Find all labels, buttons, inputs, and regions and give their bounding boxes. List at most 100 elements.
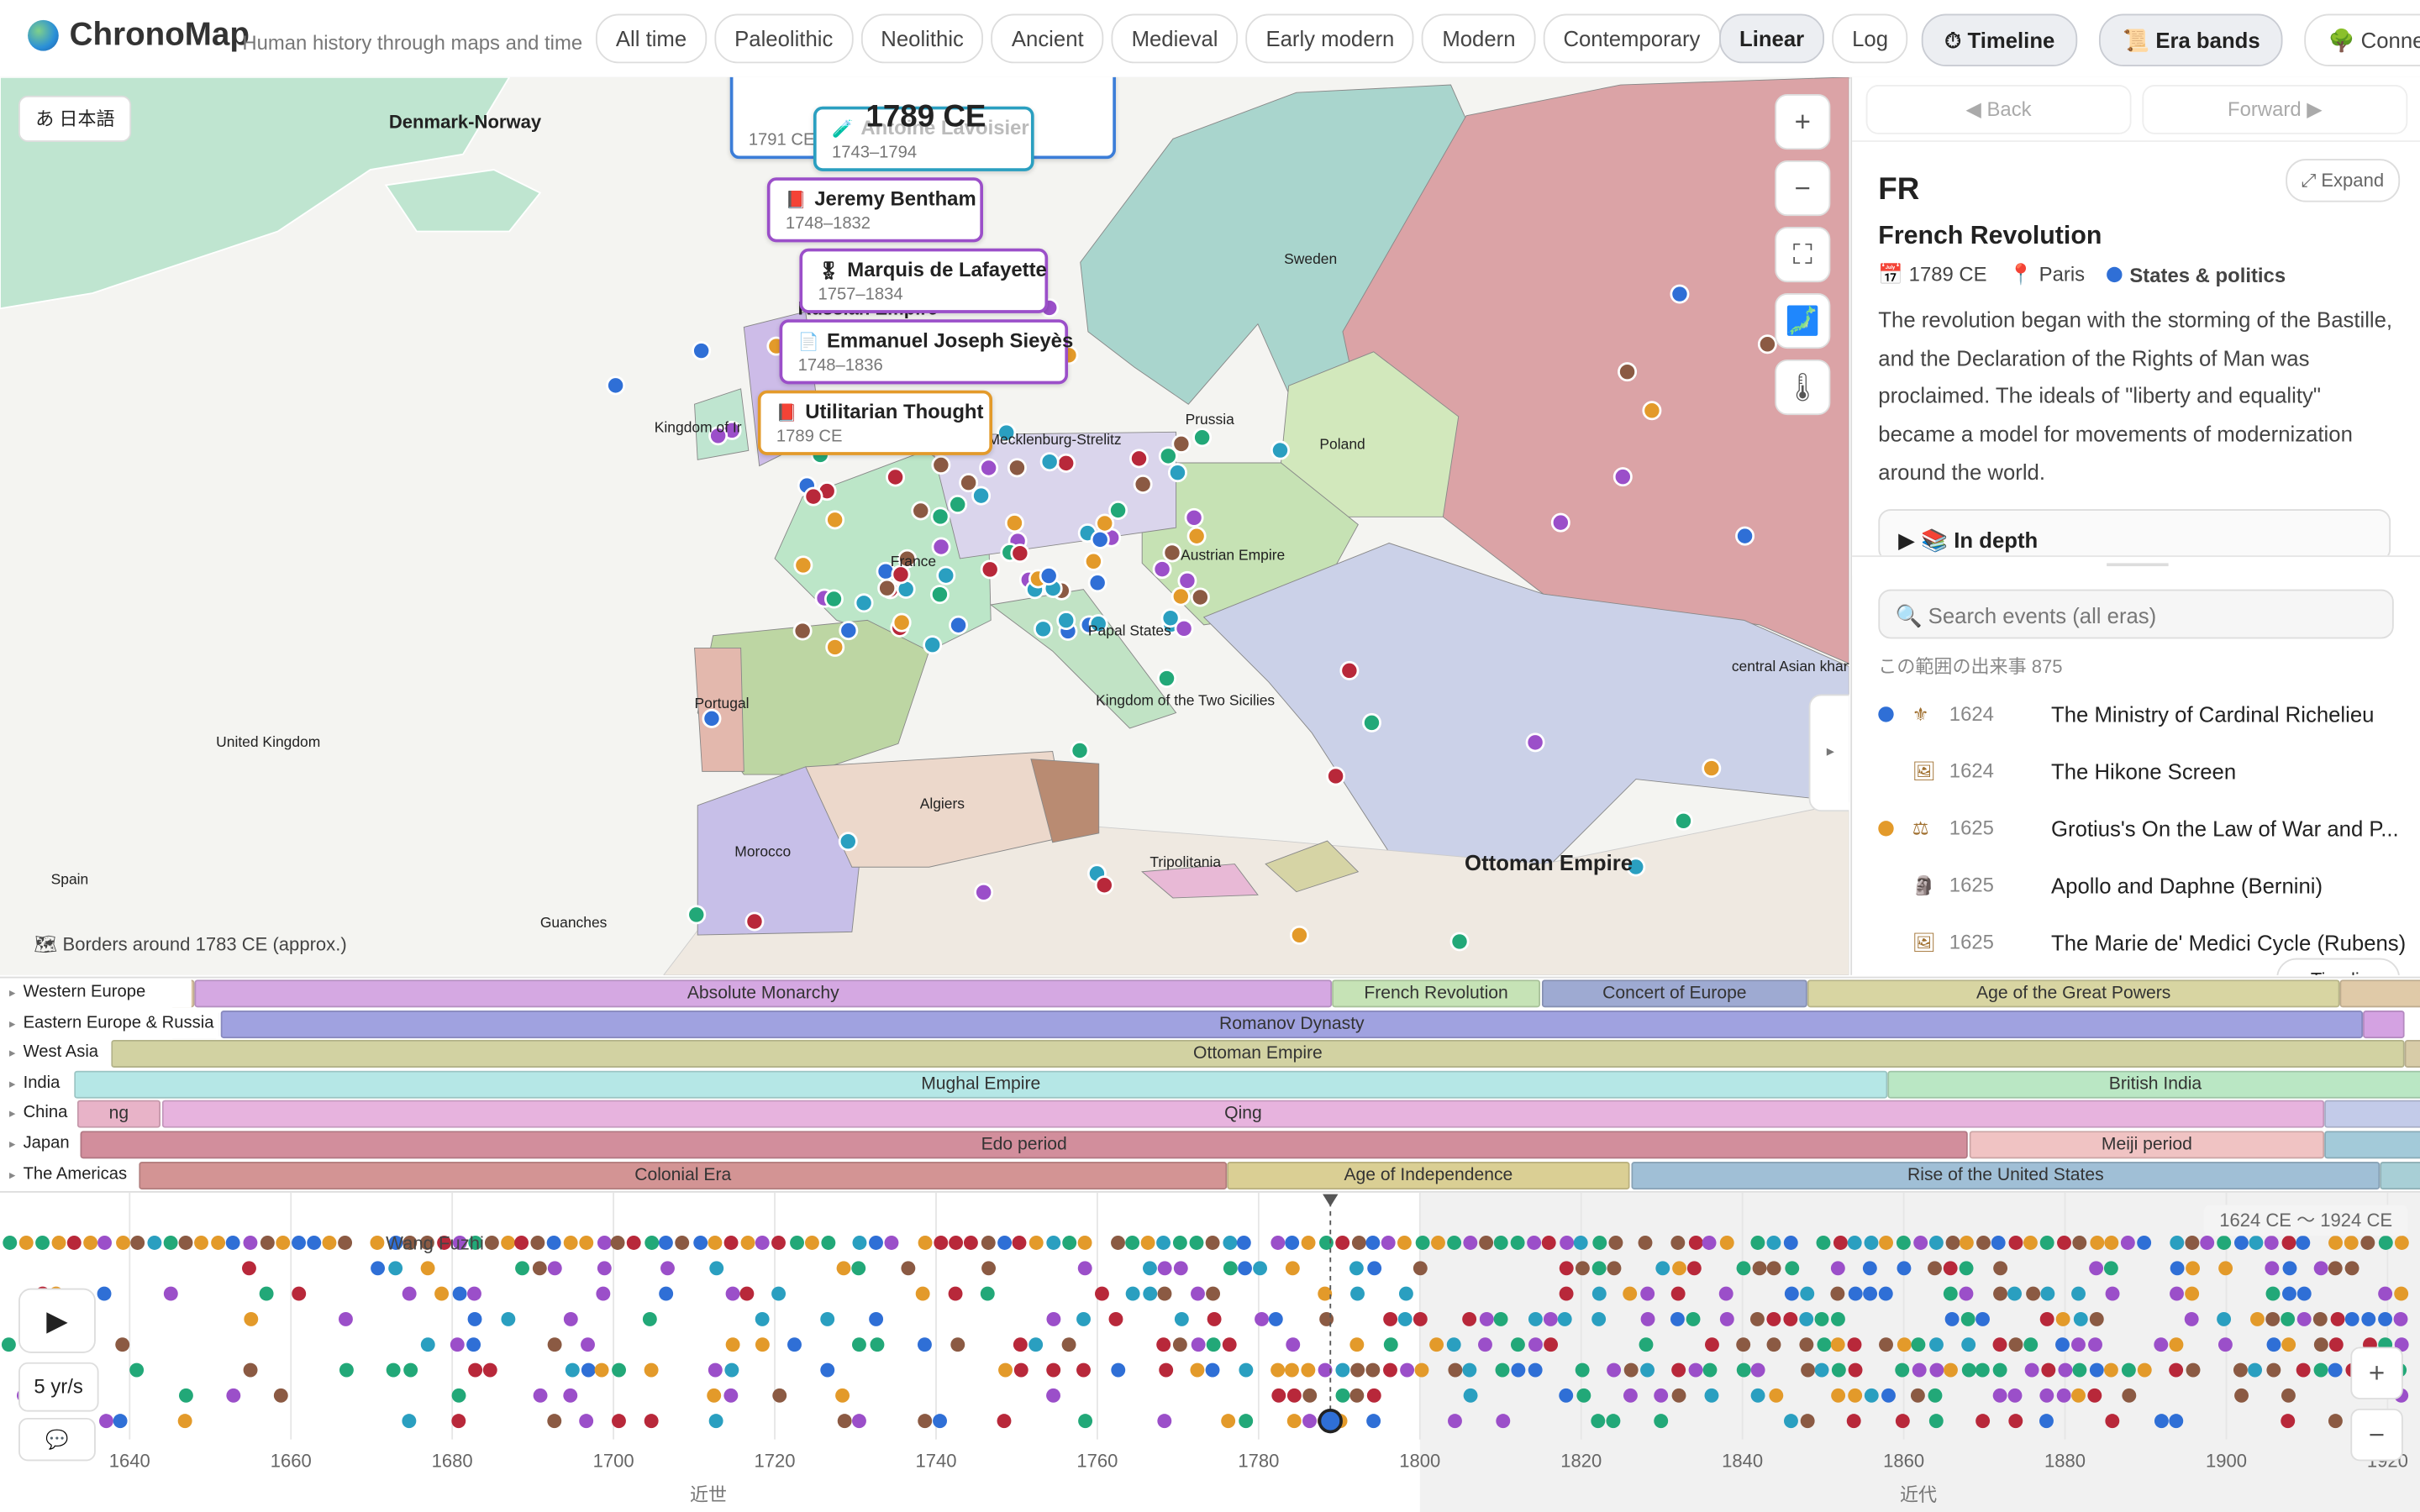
event-dot (1365, 1236, 1381, 1250)
event-dot (1528, 1311, 1543, 1326)
event-dot (1897, 1261, 1912, 1276)
event-row[interactable]: ⚖ 1625 Grotius's On the Law of War and P..… (1852, 799, 2420, 856)
expand-button[interactable]: ⤢ Expand (2286, 159, 2400, 202)
event-dot (835, 1388, 850, 1403)
event-dot (660, 1261, 675, 1276)
event-dot (1205, 1362, 1220, 1378)
in-depth[interactable]: ▶ 📚 In depth (1878, 509, 2391, 562)
era-band[interactable]: ng (76, 1100, 161, 1129)
era-band[interactable]: French Revolution (1332, 979, 1541, 1008)
event-dot (2185, 1286, 2200, 1301)
region-name[interactable]: ▸ India (0, 1068, 75, 1099)
era-band[interactable]: Romanov Dynasty (220, 1010, 2364, 1038)
event-dot (642, 1311, 657, 1326)
toggle-button[interactable]: 🌳 Connec (2304, 13, 2420, 66)
event-card[interactable]: 📄 Emmanuel Joseph Sieyès 1748–1836 (779, 319, 1073, 385)
event-category: States & politics (2106, 263, 2286, 286)
era-chip[interactable]: Medieval (1111, 13, 1239, 64)
region-name[interactable]: ▸ Western Europe (0, 978, 192, 1008)
event-row[interactable]: ⚜ 1624 The Ministry of Cardinal Richelieu (1852, 685, 2420, 743)
region-label: The Americas (23, 1163, 128, 1184)
era-band[interactable]: Ottoman Empire (111, 1040, 2405, 1068)
scale-button[interactable]: Linear (1719, 13, 1825, 64)
event-dot (790, 1236, 804, 1250)
event-row[interactable]: 🖼 1625 The Marie de' Medici Cycle (Rubens) (1852, 913, 2420, 970)
era-chip[interactable]: Neolithic (860, 13, 984, 64)
zoom-out[interactable]: − (1775, 160, 1831, 217)
era-band[interactable]: Meiji period (1969, 1131, 2325, 1159)
era-band[interactable]: Concert of Europe (1541, 979, 1807, 1008)
event-card[interactable]: 📕 Jeremy Bentham 1748–1832 (766, 177, 984, 243)
scale-button[interactable]: Log (1832, 13, 1908, 64)
region-name[interactable]: ▸ Japan (0, 1129, 81, 1159)
map-layer[interactable]: 🗾 (1775, 292, 1831, 349)
event-dot (225, 1236, 240, 1250)
climate-layer[interactable]: 🌡 (1775, 359, 1831, 416)
event-row[interactable]: 🖼 1624 The Hikone Screen (1852, 742, 2420, 799)
expand-arrow: ▸ (9, 1137, 16, 1152)
search-box[interactable]: 🔍 Search events (all eras) (1878, 589, 2394, 639)
event-card[interactable]: 📕 Utilitarian Thought 1789 CE (757, 390, 993, 455)
event-dot (2328, 1362, 2343, 1378)
era-chip[interactable]: All time (595, 13, 708, 64)
expand-arrow: ▸ (9, 1016, 16, 1031)
splitter[interactable] (1852, 555, 2420, 576)
era-chip[interactable]: Early modern (1245, 13, 1415, 64)
region-name[interactable]: ▸ West Asia (0, 1038, 112, 1068)
era-band[interactable]: Absolute Monarchy (194, 979, 1333, 1008)
event-dot (1929, 1337, 1944, 1352)
timeline-zoom-out[interactable]: − (2350, 1408, 2403, 1462)
event-dot (1108, 1311, 1123, 1326)
card-name: Emmanuel Joseph Sieyès (826, 328, 1074, 352)
event-dot (2344, 1311, 2360, 1326)
zoom-in[interactable]: + (1775, 94, 1831, 150)
event-dot (532, 1261, 547, 1276)
region-name[interactable]: ▸ China (0, 1099, 77, 1129)
toggle-button[interactable]: ⏱ Timeline (1921, 13, 2078, 66)
event-dot (452, 1236, 467, 1250)
era-band[interactable]: Edo period (80, 1131, 1968, 1159)
tagline: Human history through maps and time (242, 30, 583, 55)
timeline-zoom-in[interactable]: + (2350, 1347, 2403, 1399)
era-chip[interactable]: Contemporary (1543, 13, 1721, 64)
event-dot (1848, 1388, 1863, 1403)
back-button[interactable]: ◀ Back (1865, 85, 2132, 134)
event-row[interactable]: 🗿 1625 Apollo and Daphne (Bernini) (1852, 856, 2420, 913)
event-dot (1991, 1236, 2006, 1250)
era-chip[interactable]: Modern (1422, 13, 1536, 64)
era-band[interactable]: Mughal Empire (74, 1070, 1888, 1099)
timeline[interactable]: Wang Fuzhi 1640 1660 1680 1700 1720 1740 1760 1… (0, 1190, 2420, 1512)
era-band[interactable]: Age of Independence (1227, 1161, 1630, 1189)
event-dot (1, 1337, 16, 1352)
era-band[interactable]: Qing (161, 1100, 2325, 1129)
map-label: Denmark-Norway (388, 111, 542, 133)
map[interactable]: あ 日本語 Denmark-NorwaySwedenRussian Empire… (0, 76, 1849, 975)
panel-toggle[interactable]: ▸ (1808, 694, 1849, 812)
event-dot (51, 1236, 66, 1250)
language-button[interactable]: あ 日本語 (18, 95, 132, 142)
toggle-button[interactable]: 📜 Era bands (2099, 13, 2284, 66)
era-chip[interactable]: Ancient (991, 13, 1104, 64)
event-dot (948, 1286, 963, 1301)
era-band[interactable]: Age of the Great Powers (1807, 979, 2340, 1008)
play-button[interactable]: ▶ (18, 1288, 96, 1353)
speed-button[interactable]: 5 yr/s (18, 1362, 99, 1412)
event-dot (1270, 1362, 1286, 1378)
region-name[interactable]: ▸ The Americas (0, 1159, 136, 1189)
era-band[interactable]: Colonial Era (139, 1161, 1228, 1189)
event-card[interactable]: 🎖 Marquis de Lafayette 1757–1834 (799, 248, 1049, 313)
region-name[interactable]: ▸ Eastern Europe & Russia (0, 1008, 219, 1038)
event-dot (2041, 1362, 2056, 1378)
forward-button[interactable]: Forward ▶ (2142, 85, 2408, 134)
comment-button[interactable]: 💬 (18, 1417, 96, 1462)
era-chip[interactable]: Paleolithic (714, 13, 854, 64)
card-icon: 🧪 (832, 120, 854, 139)
era-band[interactable]: British India (1887, 1070, 2420, 1099)
card-title: 🎖 Marquis de Lafayette (818, 258, 1046, 281)
timeline-button[interactable]: ▾ Timeline (2276, 958, 2401, 975)
fullscreen[interactable]: ⛶ (1775, 227, 1831, 283)
event-dot (1766, 1311, 1781, 1326)
event-card[interactable]: 🧪 Antoine Lavoisier 1743–1794 (813, 106, 1034, 171)
event-dot (2186, 1362, 2201, 1378)
era-band[interactable]: Rise of the United States (1631, 1161, 2381, 1189)
